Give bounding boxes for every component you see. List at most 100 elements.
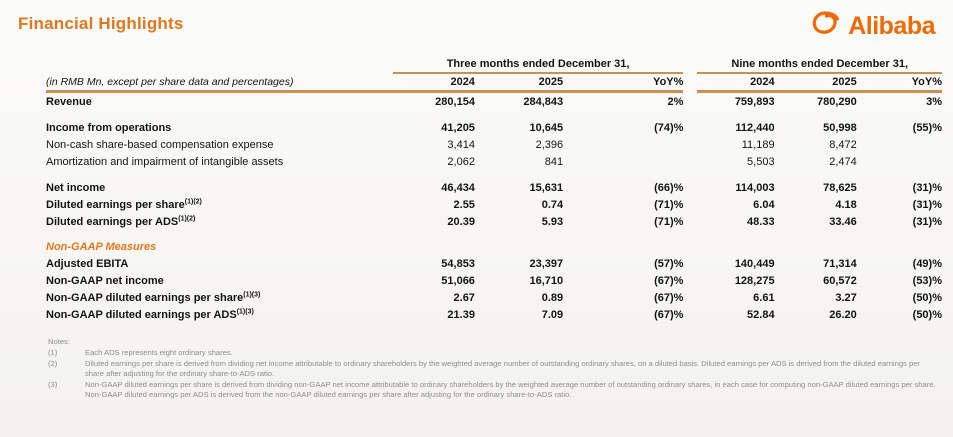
table-row: Net income 46,434 15,631 (66)% 114,003 78,625… xyxy=(46,179,942,196)
group-gap xyxy=(683,73,697,92)
cell-value: 41,205 xyxy=(441,121,475,134)
table-row: Amortization and impairment of intangibl… xyxy=(46,153,942,170)
row-label: Non-GAAP net income xyxy=(46,274,164,287)
cell-value: (31)% xyxy=(912,215,942,228)
cell-value: 7.09 xyxy=(541,308,564,321)
cell-value: (53)% xyxy=(912,274,942,287)
group-header-spacer xyxy=(46,56,393,73)
note-item: (1) Each ADS represents eight ordinary sh… xyxy=(48,348,940,358)
table-row: Income from operations 41,205 10,645 (74)% 1… xyxy=(46,119,942,136)
page-title: Financial Highlights xyxy=(18,14,184,33)
cell-value xyxy=(563,153,683,170)
table-row: Diluted earnings per share(1)(2) 2.55 0.74… xyxy=(46,196,942,213)
group-gap xyxy=(683,289,697,306)
cell-value: 23,397 xyxy=(529,257,564,270)
alibaba-logo: Alibaba xyxy=(810,10,937,42)
col-header-9m-2025: 2025 xyxy=(774,73,857,93)
group-gap xyxy=(683,56,697,73)
col-header-3m-yoy: YoY% xyxy=(563,73,684,93)
group-gap xyxy=(683,153,697,170)
cell-value: (67)% xyxy=(654,308,684,321)
col-header-9m-2024: 2024 xyxy=(697,73,775,93)
cell-value: (31)% xyxy=(912,198,942,211)
note-item: (2) Diluted earnings per share is derived… xyxy=(48,359,940,379)
section-header-row: Non-GAAP Measures xyxy=(46,239,942,255)
footnote-ref: (1)(3) xyxy=(236,307,254,315)
cell-value: 284,843 xyxy=(523,95,564,108)
cell-value: (55)% xyxy=(912,121,942,134)
group-gap xyxy=(683,92,697,111)
cell-value xyxy=(857,153,942,170)
spacer-cell xyxy=(46,170,942,179)
group-gap xyxy=(683,196,697,213)
col-header-3m-2024: 2024 xyxy=(392,73,475,93)
cell-value: 140,449 xyxy=(734,257,775,270)
table-row: Non-GAAP diluted earnings per ADS(1)(3) 2… xyxy=(46,306,942,323)
cell-value xyxy=(857,136,942,153)
note-text: Diluted earnings per share is derived fr… xyxy=(85,359,920,379)
footnote-ref: (1)(2) xyxy=(184,197,202,205)
cell-value: 2.67 xyxy=(453,291,475,304)
table-body: Revenue 280,154 284,843 2% 759,893 780,290 3% I… xyxy=(46,92,942,324)
cell-value: 112,440 xyxy=(735,121,775,134)
cell-value: 60,572 xyxy=(823,274,857,287)
cell-value: 2% xyxy=(667,95,684,108)
cell-value: 46,434 xyxy=(441,181,475,194)
cell-value: 20.39 xyxy=(447,215,475,228)
cell-value: 841 xyxy=(544,155,564,168)
note-number: (1) xyxy=(48,348,58,358)
cell-value: 4.18 xyxy=(835,198,857,211)
group-gap xyxy=(683,272,697,289)
group-gap xyxy=(683,179,697,196)
footnote-ref: (1)(3) xyxy=(243,290,261,298)
cell-value: 3,414 xyxy=(447,138,475,151)
col-header-3m-2025: 2025 xyxy=(474,73,564,93)
cell-value: 11,189 xyxy=(741,138,775,151)
cell-value: 54,853 xyxy=(441,257,475,270)
table-row: Non-GAAP net income 51,066 16,710 (67)% 128,… xyxy=(46,272,942,289)
cell-value: 5.93 xyxy=(541,215,564,228)
cell-value: 48.33 xyxy=(747,215,775,228)
cell-value: 50,998 xyxy=(823,121,857,134)
cell-value: 0.89 xyxy=(541,291,564,304)
row-label: Non-GAAP diluted earnings per share(1)(3… xyxy=(46,290,261,304)
cell-value: 2,062 xyxy=(447,155,475,168)
note-text: Each ADS represents eight ordinary share… xyxy=(85,348,233,358)
alibaba-smile-icon xyxy=(810,10,844,42)
cell-value xyxy=(563,136,683,153)
cell-value: 2.55 xyxy=(453,198,475,211)
group-gap xyxy=(683,306,697,323)
cell-value: 6.04 xyxy=(753,198,775,211)
section-label: Non-GAAP Measures xyxy=(46,241,157,253)
spacer-row xyxy=(46,230,942,239)
cell-value: 3.27 xyxy=(835,291,857,304)
cell-value: 21.39 xyxy=(447,308,475,321)
note-number: (2) xyxy=(48,359,58,369)
cell-value: 114,003 xyxy=(735,181,775,194)
cell-value: 26.20 xyxy=(829,308,857,321)
cell-value: 2,474 xyxy=(829,155,857,168)
cell-value: 78,625 xyxy=(823,181,857,194)
notes-list: (1) Each ADS represents eight ordinary sh… xyxy=(48,348,940,400)
row-label: Amortization and impairment of intangibl… xyxy=(46,155,284,168)
spacer-cell xyxy=(46,230,942,239)
cell-value: 280,154 xyxy=(435,95,475,108)
column-header-row: (in RMB Mn, except per share data and pe… xyxy=(46,73,942,93)
cell-value: 51,066 xyxy=(441,274,475,287)
cell-value: 128,275 xyxy=(734,274,775,287)
group-header-nine-months: Nine months ended December 31, xyxy=(697,56,942,74)
header-bar: Financial Highlights Alibaba xyxy=(0,0,953,42)
row-label: Income from operations xyxy=(46,121,172,134)
table-row: Non-cash share-based compensation expens… xyxy=(46,136,942,153)
cell-value: 3% xyxy=(926,95,942,108)
cell-value: 6.61 xyxy=(753,291,775,304)
unit-note: (in RMB Mn, except per share data and pe… xyxy=(46,73,393,93)
row-label: Diluted earnings per ADS(1)(2) xyxy=(46,214,196,228)
group-gap xyxy=(683,119,697,136)
spacer-row xyxy=(46,110,942,119)
alibaba-logo-text: Alibaba xyxy=(848,11,935,40)
col-header-9m-yoy: YoY% xyxy=(856,73,942,93)
row-label: Net income xyxy=(46,181,106,194)
cell-value: 52.84 xyxy=(747,308,775,321)
